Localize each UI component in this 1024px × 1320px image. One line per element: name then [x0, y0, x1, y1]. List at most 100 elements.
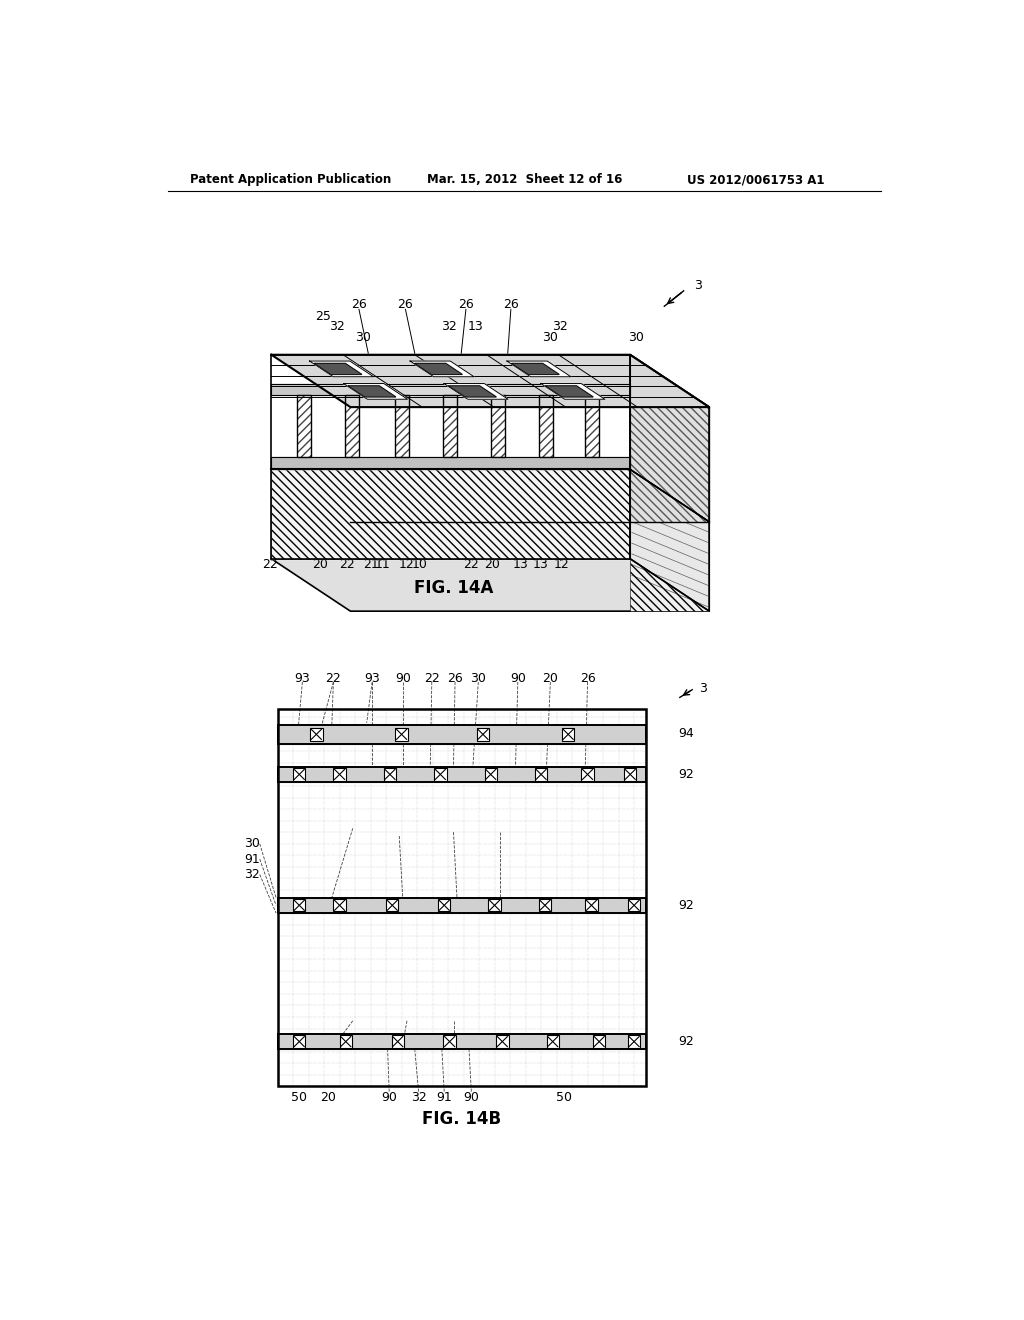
Bar: [271, 457, 630, 470]
Text: 22: 22: [424, 672, 439, 685]
Bar: [278, 767, 646, 781]
Bar: [395, 395, 410, 457]
Bar: [278, 767, 646, 781]
Bar: [630, 407, 710, 521]
Text: 22: 22: [463, 557, 478, 570]
Bar: [384, 768, 396, 780]
Bar: [490, 395, 505, 457]
Bar: [297, 395, 311, 457]
Text: 21: 21: [362, 557, 379, 570]
Bar: [395, 395, 410, 457]
Polygon shape: [541, 384, 605, 399]
Bar: [271, 470, 630, 558]
Polygon shape: [314, 363, 361, 375]
Text: 92: 92: [678, 899, 694, 912]
Bar: [490, 395, 505, 457]
Bar: [334, 768, 346, 780]
Bar: [562, 729, 574, 741]
Bar: [334, 899, 346, 911]
Text: 26: 26: [580, 672, 595, 685]
Polygon shape: [415, 363, 462, 375]
Text: 32: 32: [441, 319, 457, 333]
Polygon shape: [309, 362, 374, 376]
Polygon shape: [507, 362, 571, 376]
Bar: [539, 899, 551, 911]
Text: 13: 13: [513, 557, 528, 570]
Bar: [278, 1034, 646, 1049]
Bar: [278, 1034, 646, 1049]
Text: 26: 26: [351, 298, 367, 312]
Text: 30: 30: [628, 330, 643, 343]
Bar: [278, 898, 646, 913]
Text: 30: 30: [542, 330, 557, 343]
Text: 32: 32: [330, 319, 345, 333]
Polygon shape: [449, 385, 497, 397]
Text: 20: 20: [312, 557, 328, 570]
Text: 30: 30: [355, 330, 371, 343]
Text: 20: 20: [484, 557, 500, 570]
Text: 12: 12: [554, 557, 570, 570]
Text: 3: 3: [699, 681, 707, 694]
Bar: [278, 709, 646, 1086]
Bar: [297, 395, 311, 457]
Text: 90: 90: [510, 672, 525, 685]
Text: US 2012/0061753 A1: US 2012/0061753 A1: [687, 173, 824, 186]
Text: 50: 50: [556, 1092, 571, 1105]
Text: 90: 90: [464, 1092, 479, 1105]
Text: 26: 26: [458, 298, 474, 312]
Polygon shape: [630, 355, 710, 611]
Bar: [593, 1035, 605, 1048]
Polygon shape: [271, 355, 710, 407]
Bar: [488, 899, 501, 911]
Bar: [293, 768, 305, 780]
Text: 13: 13: [532, 557, 548, 570]
Bar: [297, 395, 311, 457]
Bar: [443, 1035, 456, 1048]
Bar: [345, 395, 359, 457]
Bar: [547, 1035, 559, 1048]
Bar: [278, 725, 646, 743]
Text: 94: 94: [678, 727, 694, 741]
Bar: [484, 768, 497, 780]
Text: 32: 32: [244, 869, 260, 880]
Text: 93: 93: [365, 672, 380, 685]
Bar: [386, 899, 398, 911]
Bar: [586, 395, 599, 457]
Text: 22: 22: [262, 557, 278, 570]
Bar: [395, 395, 410, 457]
Text: 11: 11: [375, 557, 390, 570]
Bar: [539, 395, 553, 457]
Bar: [630, 407, 710, 611]
Text: 26: 26: [397, 298, 414, 312]
Bar: [586, 899, 598, 911]
Text: 93: 93: [295, 672, 310, 685]
Polygon shape: [546, 385, 593, 397]
Text: 20: 20: [543, 672, 558, 685]
Text: 26: 26: [447, 672, 463, 685]
Text: 25: 25: [315, 310, 331, 323]
Polygon shape: [630, 470, 710, 611]
Text: 26: 26: [503, 298, 519, 312]
Polygon shape: [630, 355, 710, 521]
Polygon shape: [410, 362, 474, 376]
Bar: [340, 1035, 352, 1048]
Bar: [582, 768, 594, 780]
Bar: [434, 768, 446, 780]
Text: 91: 91: [244, 853, 260, 866]
Bar: [443, 395, 458, 457]
Bar: [586, 395, 599, 457]
Bar: [391, 1035, 403, 1048]
Text: 30: 30: [470, 672, 486, 685]
Bar: [293, 899, 305, 911]
Bar: [271, 470, 630, 558]
Polygon shape: [512, 363, 559, 375]
Bar: [496, 1035, 509, 1048]
Bar: [345, 395, 359, 457]
Text: 10: 10: [412, 557, 427, 570]
Text: 50: 50: [291, 1092, 306, 1105]
Bar: [278, 898, 646, 913]
Text: 91: 91: [436, 1092, 452, 1105]
Text: 32: 32: [411, 1092, 427, 1105]
Bar: [271, 457, 630, 470]
Text: 20: 20: [321, 1092, 336, 1105]
